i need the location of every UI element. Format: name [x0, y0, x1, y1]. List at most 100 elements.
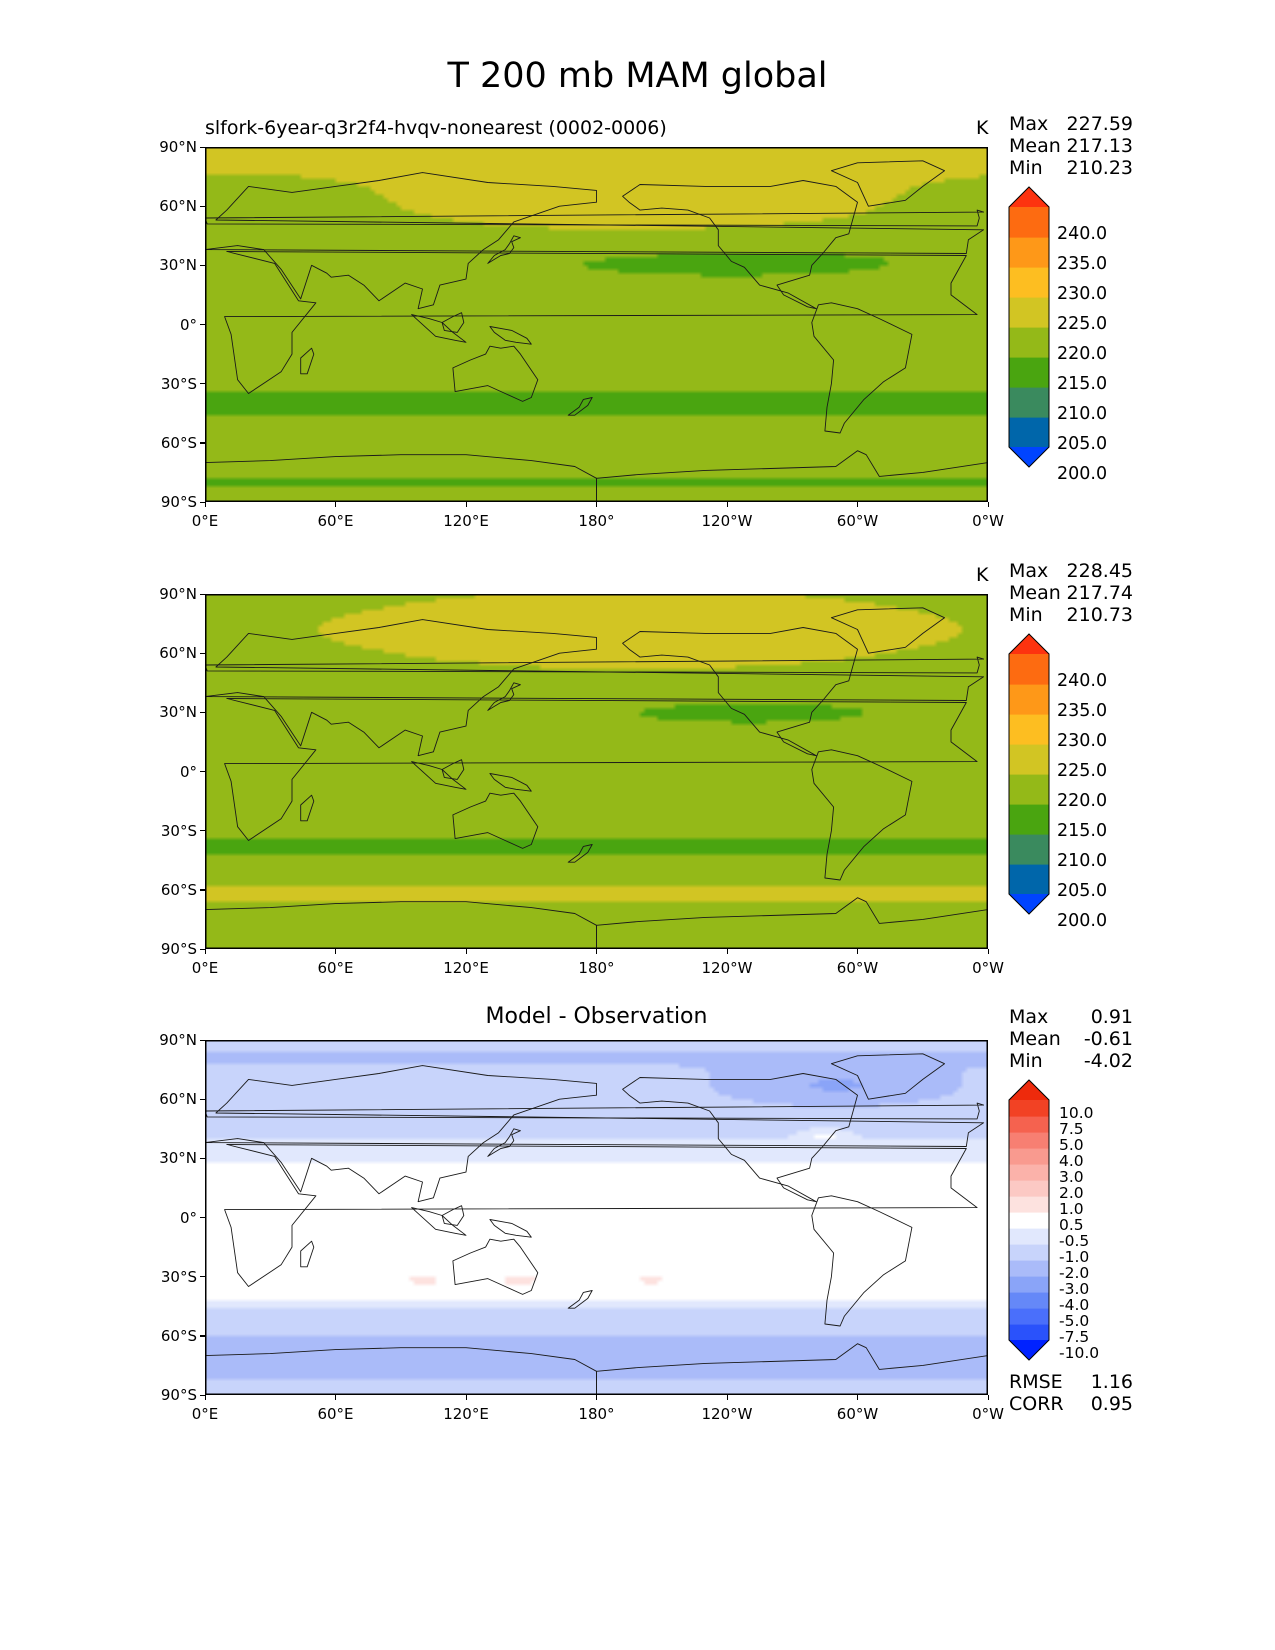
coastline-eurasia: [205, 1065, 985, 1203]
coastline-indonesia: [411, 314, 467, 343]
coastline-south-america: [811, 302, 913, 434]
lat-tick-label: 90°S: [160, 1386, 197, 1404]
colorbar-segment: [1009, 1212, 1049, 1229]
lon-tick-label: 120°W: [701, 1405, 753, 1423]
coastline-antarctica-west: [596, 1343, 988, 1395]
coastline-new-guinea: [489, 773, 532, 792]
colorbar-tick-label: -0.5: [1059, 1232, 1090, 1251]
lon-tick-label: 0°E: [191, 959, 219, 977]
colorbar-tick-label: 215.0: [1057, 374, 1108, 395]
stat-value: 217.13: [1066, 135, 1133, 157]
coastline-eurasia: [205, 619, 985, 757]
coastline-new-zealand: [567, 844, 593, 863]
lat-tick-label: 90°N: [159, 138, 197, 156]
lon-tick-mark: [465, 1395, 467, 1400]
lon-tick-label: 180°: [578, 512, 615, 530]
plot-frame: [205, 594, 988, 949]
map-plot-area: [205, 147, 988, 502]
colorbar-segment: [1009, 1116, 1049, 1133]
colorbar-outline: [1008, 1079, 1050, 1361]
colorbar-segment: [1009, 207, 1049, 238]
colorbar-segment: [1009, 327, 1049, 358]
colorbar-segment: [1009, 267, 1049, 298]
colorbar-tick-label: 225.0: [1057, 314, 1108, 335]
coastline-japan: [487, 235, 521, 264]
coastline-australia: [452, 345, 539, 402]
colorbar-segment: [1009, 1148, 1049, 1165]
lon-tick-mark: [204, 1395, 206, 1400]
lon-tick-mark: [335, 949, 337, 954]
stats-block: Max 227.59 Mean 217.13 Min 210.23: [1009, 113, 1133, 179]
colorbar-segment: [1009, 417, 1049, 448]
lat-tick-label: 90°N: [159, 1031, 197, 1049]
colorbar-tick-label: -1.0: [1059, 1248, 1090, 1267]
colorbar-tick-label: 7.5: [1059, 1120, 1084, 1139]
lon-tick-label: 60°W: [836, 512, 879, 530]
colorbar-tick-label: -10.0: [1059, 1344, 1100, 1363]
lat-tick-mark: [200, 383, 205, 385]
lat-tick-label: 30°S: [160, 821, 197, 840]
lat-tick-mark: [200, 1098, 205, 1100]
lat-tick-label: 60°N: [159, 1090, 197, 1109]
colorbar-outline: [1008, 633, 1050, 915]
lat-tick-mark: [200, 442, 205, 444]
lat-tick-mark: [200, 1394, 205, 1396]
lon-tick-label: 0°W: [972, 512, 1004, 530]
coastline-africa: [224, 698, 978, 841]
metric-label: RMSE: [1009, 1371, 1063, 1393]
colorbar: [1008, 633, 1050, 915]
lat-tick-mark: [200, 889, 205, 891]
metric-rmse: RMSE 1.16: [1009, 1371, 1133, 1393]
lat-tick-label: 0°: [179, 762, 197, 781]
colorbar-segment: [1009, 387, 1049, 418]
lat-tick-mark: [200, 324, 205, 326]
colorbar-tick-label: 4.0: [1059, 1152, 1084, 1171]
stats-block: Max 228.45 Mean 217.74 Min 210.73: [1009, 560, 1133, 626]
lon-tick-label: 0°W: [972, 959, 1004, 977]
coastline-africa: [224, 1144, 978, 1287]
lat-tick-mark: [200, 711, 205, 714]
colorbar-tick-label: 230.0: [1057, 284, 1108, 305]
colorbar-extend-max: [1009, 187, 1049, 207]
stat-value: 210.23: [1066, 157, 1133, 179]
stat-min: Min -4.02: [1009, 1050, 1133, 1072]
panel-title: Model - Observation: [485, 1004, 708, 1029]
contour-field: [205, 594, 988, 949]
colorbar-segment: [1009, 714, 1049, 745]
lon-tick-mark: [204, 502, 206, 507]
coastline-australia: [452, 1238, 539, 1295]
colorbar-segment: [1009, 297, 1049, 328]
colorbar-tick-label: 205.0: [1057, 881, 1108, 902]
colorbar-tick-label: 235.0: [1057, 701, 1108, 722]
lat-tick-mark: [200, 146, 205, 148]
stat-mean: Mean 217.74: [1009, 582, 1133, 604]
lat-tick-label: 60°N: [159, 644, 197, 663]
lon-tick-label: 0°E: [191, 512, 219, 530]
coastline-japan: [487, 1128, 521, 1157]
colorbar-tick-label: 3.0: [1059, 1168, 1084, 1187]
colorbar-tick-label: 0.5: [1059, 1216, 1084, 1235]
lon-tick-mark: [726, 1395, 728, 1400]
lon-tick-mark: [596, 502, 598, 507]
lat-tick-mark: [200, 1217, 205, 1219]
coastline-africa: [224, 251, 978, 394]
lat-tick-mark: [200, 1276, 205, 1278]
lon-tick-mark: [857, 949, 859, 954]
coastline-new-guinea: [489, 326, 532, 345]
stat-label: Mean: [1009, 135, 1061, 157]
lon-tick-label: 120°W: [701, 959, 753, 977]
lon-tick-mark: [335, 502, 337, 507]
lat-tick-mark: [200, 264, 205, 267]
figure-title: T 200 mb MAM global: [447, 56, 828, 96]
stat-value: 227.59: [1066, 113, 1133, 135]
coastline-antarctica-east: [205, 901, 597, 949]
colorbar-outline: [1008, 186, 1050, 468]
coastline-uk: [205, 209, 985, 227]
coastline-uk: [205, 1102, 985, 1120]
colorbar-tick-label: 215.0: [1057, 821, 1108, 842]
colorbar-segment: [1009, 1180, 1049, 1197]
lon-tick-label: 60°E: [317, 959, 354, 977]
lon-tick-label: 120°E: [443, 959, 489, 977]
coastline-indonesia: [411, 1207, 467, 1236]
colorbar-segment: [1009, 1196, 1049, 1213]
